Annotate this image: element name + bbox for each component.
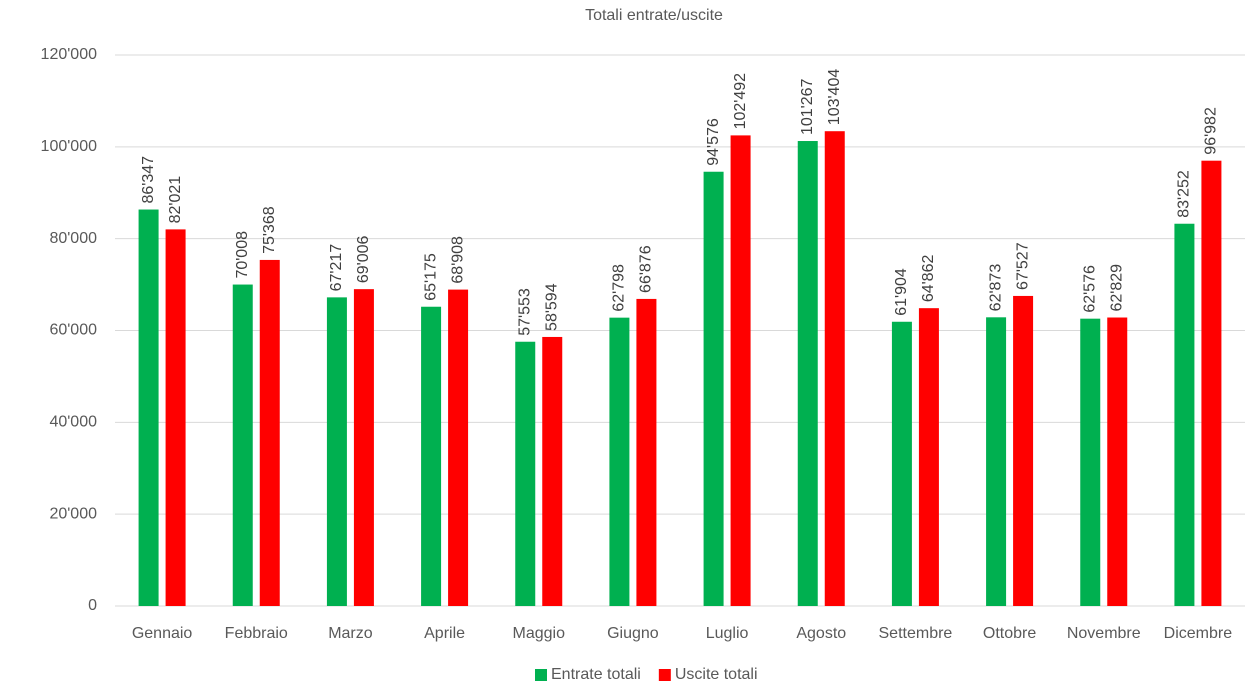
value-label: 68'908 xyxy=(449,236,466,284)
bar xyxy=(1080,318,1101,606)
value-label: 67'217 xyxy=(328,244,345,292)
x-tick-label: Aprile xyxy=(424,625,465,642)
y-tick-label: 0 xyxy=(88,597,97,614)
x-tick-label: Agosto xyxy=(796,625,846,642)
value-label: 62'576 xyxy=(1081,265,1098,313)
bar xyxy=(165,229,186,606)
value-label: 102'492 xyxy=(732,73,749,130)
x-tick-label: Maggio xyxy=(513,625,566,642)
value-label: 86'347 xyxy=(140,156,157,204)
y-tick-label: 120'000 xyxy=(41,46,98,63)
value-label: 103'404 xyxy=(826,69,843,126)
bar xyxy=(986,317,1007,606)
bar xyxy=(730,135,751,606)
value-label: 67'527 xyxy=(1014,242,1031,290)
value-label: 70'008 xyxy=(234,231,251,279)
legend-label: Uscite totali xyxy=(675,666,758,683)
y-tick-label: 20'000 xyxy=(49,505,97,522)
bar xyxy=(138,209,159,606)
bar xyxy=(421,306,442,606)
bar xyxy=(542,336,563,606)
value-label: 101'267 xyxy=(799,78,816,135)
x-tick-label: Gennaio xyxy=(132,625,193,642)
value-label: 82'021 xyxy=(167,176,184,224)
value-label: 66'876 xyxy=(638,245,655,293)
bar xyxy=(891,321,912,606)
bar xyxy=(232,284,253,606)
x-tick-label: Novembre xyxy=(1067,625,1141,642)
legend-swatch xyxy=(535,669,547,681)
bar xyxy=(515,341,536,606)
bar xyxy=(918,308,939,606)
value-label: 94'576 xyxy=(705,118,722,166)
bar xyxy=(448,289,469,606)
bar xyxy=(1013,295,1034,606)
x-tick-label: Luglio xyxy=(706,625,749,642)
y-tick-label: 80'000 xyxy=(49,230,97,247)
x-tick-label: Febbraio xyxy=(225,625,288,642)
y-tick-label: 60'000 xyxy=(49,322,97,339)
y-tick-label: 100'000 xyxy=(41,138,98,155)
bar xyxy=(353,289,374,606)
bar xyxy=(326,297,347,606)
bar xyxy=(259,259,280,606)
bar xyxy=(797,141,818,606)
y-tick-label: 40'000 xyxy=(49,414,97,431)
value-label: 69'006 xyxy=(355,235,372,283)
bar xyxy=(636,298,657,606)
value-label: 58'594 xyxy=(543,283,560,331)
bar xyxy=(703,171,724,607)
chart-title: Totali entrate/uscite xyxy=(585,7,723,24)
value-label: 64'862 xyxy=(920,255,937,303)
bar xyxy=(1174,223,1195,607)
bar xyxy=(609,317,630,606)
value-label: 61'904 xyxy=(893,268,910,316)
x-tick-label: Settembre xyxy=(879,625,953,642)
value-label: 57'553 xyxy=(516,288,533,336)
bar xyxy=(824,131,845,606)
value-label: 75'368 xyxy=(261,206,278,254)
value-label: 62'873 xyxy=(987,264,1004,312)
legend-swatch xyxy=(658,669,671,681)
x-tick-label: Ottobre xyxy=(983,625,1036,642)
value-label: 83'252 xyxy=(1176,170,1193,218)
x-tick-label: Dicembre xyxy=(1164,625,1233,642)
bar xyxy=(1201,160,1222,606)
value-label: 96'982 xyxy=(1203,107,1220,155)
value-label: 65'175 xyxy=(422,253,439,301)
value-label: 62'829 xyxy=(1108,264,1125,312)
x-tick-label: Giugno xyxy=(607,625,659,642)
bar xyxy=(1107,317,1128,606)
legend-label: Entrate totali xyxy=(551,666,641,683)
value-label: 62'798 xyxy=(611,264,628,312)
x-tick-label: Marzo xyxy=(328,625,373,642)
